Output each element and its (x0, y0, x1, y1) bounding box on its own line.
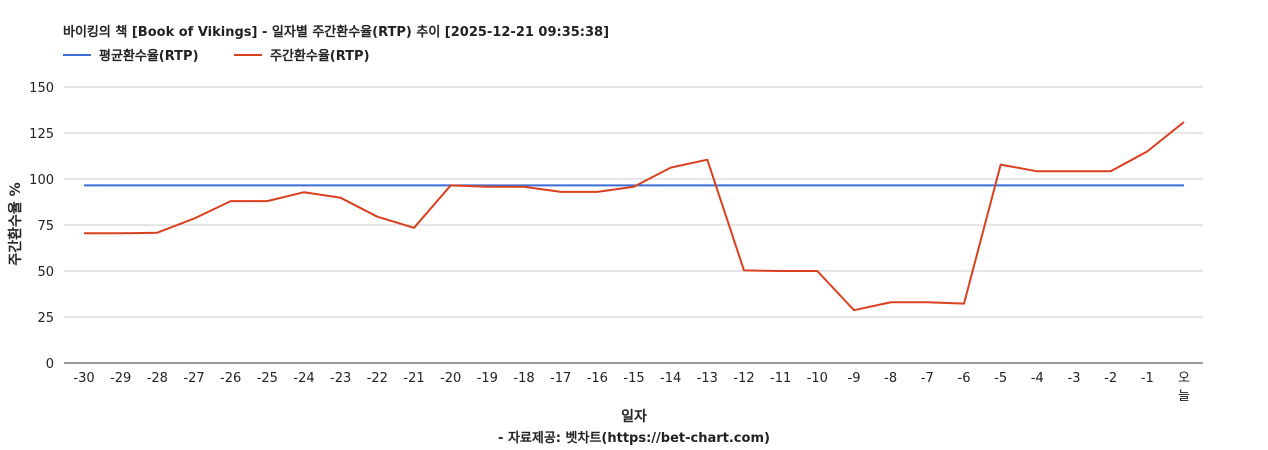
x-tick-label: -11 (770, 371, 791, 386)
x-tick-label: -30 (73, 371, 94, 386)
x-tick-label: -20 (440, 371, 461, 386)
x-tick-label: -23 (330, 371, 351, 386)
y-tick-label: 75 (37, 219, 54, 234)
y-tick-label: 100 (29, 173, 54, 188)
chart-title: 바이킹의 책 [Book of Vikings] - 일자별 주간환수율(RTP… (63, 24, 609, 40)
x-axis-title: 일자 (621, 409, 647, 425)
y-tick-label: 50 (37, 265, 54, 280)
x-tick-label: -3 (1068, 371, 1081, 386)
x-tick-label: -29 (110, 371, 131, 386)
x-tick-label: -7 (921, 371, 934, 386)
y-tick-label: 0 (46, 357, 54, 372)
x-tick-label: -9 (848, 371, 861, 386)
x-tick-label: -26 (220, 371, 241, 386)
x-tick-label: -15 (623, 371, 644, 386)
x-tick-label: -4 (1031, 371, 1044, 386)
x-tick-label: -18 (513, 371, 534, 386)
x-tick-label: -22 (367, 371, 388, 386)
x-tick-label: -14 (660, 371, 681, 386)
x-tick-label: -19 (477, 371, 498, 386)
series-lines (84, 121, 1185, 312)
y-axis-title: 주간환수율 % (7, 182, 24, 265)
x-tick-label: -17 (550, 371, 571, 386)
y-tick-label: 125 (29, 127, 54, 142)
x-tick-label: -12 (733, 371, 754, 386)
x-tick-label: -1 (1141, 371, 1154, 386)
x-tick-label: -10 (807, 371, 828, 386)
x-tick-label: -21 (403, 371, 424, 386)
x-axis-ticks: -30 -29 -28 -27 -26 -25 -24 -23 -22 -21 -20 -19 -18 -… (73, 371, 1190, 404)
x-tick-label: -2 (1104, 371, 1117, 386)
y-tick-label: 150 (29, 81, 54, 96)
x-tick-label: -13 (697, 371, 718, 386)
y-tick-label: 25 (37, 311, 54, 326)
y-axis-ticks: 0 25 50 75 100 125 150 (29, 81, 54, 372)
legend-label-1: 주간환수율(RTP) (270, 48, 370, 64)
x-tick-label: -8 (884, 371, 897, 386)
x-tick-label: -28 (147, 371, 168, 386)
grid-lines (64, 86, 1203, 364)
series-line-1 (84, 121, 1185, 312)
x-tick-label: -5 (994, 371, 1007, 386)
data-source-note: - 자료제공: 벳차트(https://bet-chart.com) (498, 430, 770, 446)
legend-label-0: 평균환수율(RTP) (99, 48, 199, 64)
legend: 평균환수율(RTP) 주간환수율(RTP) (63, 48, 370, 64)
x-tick-label: -16 (587, 371, 608, 386)
x-tick-label: -24 (293, 371, 314, 386)
x-tick-label: -27 (183, 371, 204, 386)
x-tick-label: -25 (257, 371, 278, 386)
x-tick-label: -6 (958, 371, 971, 386)
